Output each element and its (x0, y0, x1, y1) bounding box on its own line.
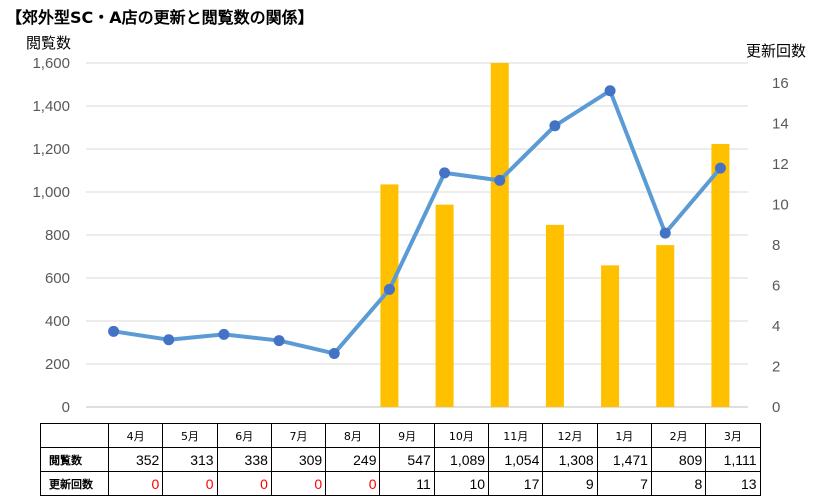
line-point (383, 283, 395, 295)
table-month-header: 5月 (162, 423, 218, 448)
table-cell: 11 (379, 471, 435, 496)
y-left-tick-label: 800 (45, 227, 70, 244)
line-point (163, 334, 175, 346)
gridlines (86, 62, 748, 408)
table-cell: 249 (325, 447, 381, 472)
bar (490, 63, 509, 407)
table-cell: 352 (107, 447, 164, 472)
table-row: 閲覧数 352 313 338 309 249 547 1,089 1,054 1,308 1,47… (40, 447, 761, 472)
y-axis-left-label: 閲覧数 (26, 34, 72, 52)
table-cell: 1,308 (542, 447, 598, 472)
table-month-header: 11月 (488, 423, 544, 448)
line-point (218, 328, 230, 340)
table-month-header: 6月 (216, 423, 272, 448)
table-month-header: 3月 (705, 423, 761, 448)
y-right-tick-label: 2 (772, 359, 780, 376)
table-cell: 1,089 (433, 447, 490, 472)
y-left-tick-label: 1,000 (32, 184, 70, 201)
table-month-header: 12月 (542, 423, 598, 448)
table-month-header: 2月 (650, 423, 707, 448)
table-cell: 17 (488, 471, 544, 496)
table-cell: 13 (705, 471, 761, 496)
bar-series-updates (380, 63, 730, 408)
bar (545, 224, 564, 407)
table-cell: 0 (107, 471, 164, 496)
table-row-label: 更新回数 (40, 471, 109, 496)
line-point (549, 120, 561, 132)
y-left-tick-label: 1,200 (32, 141, 70, 158)
table-month-header: 4月 (107, 423, 164, 448)
table-cell: 0 (270, 471, 327, 496)
data-table: 4月 5月 6月 7月 8月 9月 10月 11月 12月 1月 2月 3月 閲覧数 352 313 338 3… (40, 423, 761, 496)
table-cell: 0 (325, 471, 381, 496)
bar (656, 245, 675, 407)
bar (435, 204, 454, 407)
y-axis-left-ticks: 0 200 400 600 800 1,000 1,200 1,400 1,600 (32, 55, 70, 416)
table-cell: 313 (162, 447, 218, 472)
line-point (659, 227, 671, 239)
table-month-header: 10月 (433, 423, 490, 448)
y-right-tick-label: 14 (772, 116, 789, 133)
line-point (714, 162, 726, 174)
bar (711, 143, 730, 408)
y-left-tick-label: 200 (45, 356, 70, 373)
y-left-tick-label: 0 (62, 399, 70, 416)
y-right-tick-label: 10 (772, 197, 789, 214)
bar (380, 184, 399, 407)
table-cell: 1,054 (488, 447, 544, 472)
line-point (604, 85, 616, 97)
table-cell: 1,111 (705, 447, 761, 472)
bar (601, 265, 620, 407)
table-cell: 547 (379, 447, 435, 472)
table-month-header: 1月 (596, 423, 652, 448)
table-cell: 0 (216, 471, 272, 496)
chart-title: 【郊外型SC・A店の更新と閲覧数の関係】 (6, 8, 314, 27)
table-row: 更新回数 0 0 0 0 0 11 10 17 9 7 8 13 (40, 471, 761, 496)
combo-chart: 0 200 400 600 800 1,000 1,200 1,400 1,600 0 2 4 6 8 1… (32, 55, 789, 416)
table-cell: 309 (270, 447, 327, 472)
table-month-header: 9月 (379, 423, 435, 448)
y-right-tick-label: 4 (772, 318, 780, 335)
line-point (108, 325, 120, 337)
line-point (273, 335, 285, 347)
y-left-tick-label: 1,400 (32, 98, 70, 115)
line-point (328, 347, 340, 359)
y-right-tick-label: 0 (772, 399, 780, 416)
table-month-header: 7月 (270, 423, 327, 448)
line-point (439, 167, 451, 179)
table-corner-cell (40, 423, 109, 448)
table-month-header: 8月 (325, 423, 381, 448)
y-axis-right-label: 更新回数 (746, 42, 807, 60)
table-cell: 10 (433, 471, 490, 496)
line-point (494, 174, 506, 186)
series-line (111, 88, 723, 356)
table-row-label: 閲覧数 (40, 447, 109, 472)
line-series-views (108, 85, 726, 359)
y-right-tick-label: 6 (772, 278, 780, 295)
y-right-tick-label: 16 (772, 75, 789, 92)
table-header-row: 4月 5月 6月 7月 8月 9月 10月 11月 12月 1月 2月 3月 (40, 423, 761, 448)
y-right-tick-label: 12 (772, 156, 789, 173)
table-cell: 0 (162, 471, 218, 496)
y-axis-right-ticks: 0 2 4 6 8 10 12 14 16 (772, 75, 789, 416)
y-left-tick-label: 400 (45, 313, 70, 330)
table-cell: 1,471 (596, 447, 652, 472)
y-right-tick-label: 8 (772, 237, 780, 254)
table-cell: 8 (650, 471, 707, 496)
y-left-tick-label: 600 (45, 270, 70, 287)
table-cell: 338 (216, 447, 272, 472)
table-cell: 7 (596, 471, 652, 496)
table-cell: 809 (650, 447, 707, 472)
y-left-tick-label: 1,600 (32, 55, 70, 72)
table-cell: 9 (542, 471, 598, 496)
